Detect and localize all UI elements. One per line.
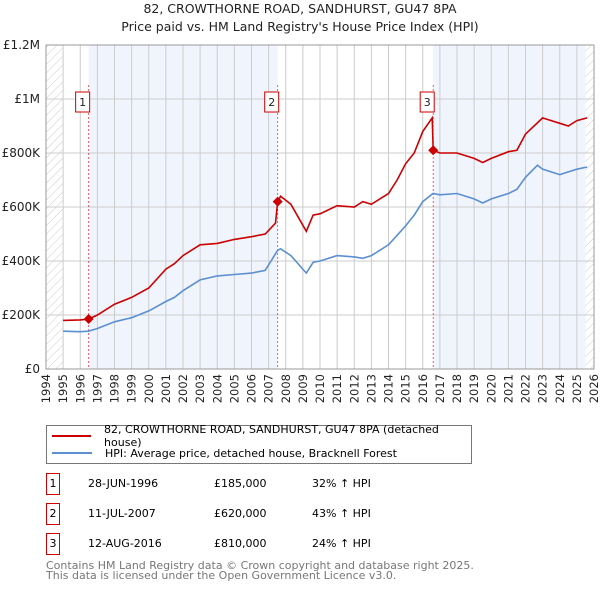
footer-copyright: Contains HM Land Registry data © Crown c… [46,559,474,572]
chart-subtitle: Price paid vs. HM Land Registry's House … [121,19,479,34]
x-tick-label: 2008 [279,374,293,403]
x-tick-label: 2018 [450,374,464,403]
x-tick-label: 2015 [399,374,413,403]
x-tick-label: 2012 [347,374,361,403]
x-tick-label: 2004 [210,374,224,403]
sale-price: £620,000 [214,507,267,520]
series-line [63,164,588,333]
sale-hpi-diff: 32% ↑ HPI [312,477,371,490]
sale-number-box [75,91,91,113]
sale-number-badge: 1 [46,473,60,495]
sale-price: £185,000 [214,477,267,490]
legend-item-property: 82, CROWTHORNE ROAD, SANDHURST, GU47 8PA… [47,423,471,449]
chart-title: 82, CROWTHORNE ROAD, SANDHURST, GU47 8PA [143,1,457,16]
x-tick-label: 1994 [39,374,53,403]
y-tick-label: £800K [2,146,42,160]
x-tick-label: 2024 [553,374,567,403]
red-line-swatch [52,435,92,437]
sale-hpi-diff: 43% ↑ HPI [312,507,371,520]
sale-number: 2 [268,96,275,109]
x-tick-label: 2001 [159,374,173,403]
blue-line-swatch [52,452,92,454]
chart-legend: 82, CROWTHORNE ROAD, SANDHURST, GU47 8PA… [46,423,472,464]
series-line [63,115,588,322]
x-tick-label: 2022 [519,374,533,403]
sale-point [272,196,283,207]
legend-label: 82, CROWTHORNE ROAD, SANDHURST, GU47 8PA… [104,423,439,449]
y-tick-label: £0 [25,362,40,376]
x-tick-label: 1997 [90,374,104,403]
x-tick-label: 2021 [501,374,515,403]
footer-licence: This data is licensed under the Open Gov… [46,569,397,582]
x-tick-label: 2010 [313,374,327,403]
x-tick-label: 2014 [382,374,396,403]
x-tick-label: 2016 [416,374,430,403]
legend-item-hpi: HPI: Average price, detached house, Brac… [47,444,397,462]
plot-frame [45,44,595,370]
sale-row: 2 11-JUL-2007 £620,000 43% ↑ HPI [46,503,466,525]
x-tick-label: 2026 [587,374,600,403]
sale-date: 11-JUL-2007 [88,507,156,520]
x-tick-label: 2025 [570,374,584,403]
x-tick-label: 2002 [176,374,190,403]
x-tick-label: 2009 [296,374,310,403]
x-tick-label: 2005 [227,374,241,403]
x-tick-label: 2019 [467,374,481,403]
x-tick-label: 2006 [245,374,259,403]
x-tick-label: 2003 [193,374,207,403]
sale-date: 28-JUN-1996 [88,477,159,490]
legend-label: HPI: Average price, detached house, Brac… [105,446,397,460]
x-tick-label: 1998 [108,374,122,403]
sale-date: 12-AUG-2016 [88,537,162,550]
sale-point [428,145,439,156]
y-tick-label: £600K [2,200,42,214]
x-tick-label: 1996 [73,374,87,403]
y-tick-label: £1M [14,92,40,106]
x-tick-label: 2020 [484,374,498,403]
sale-row: 3 12-AUG-2016 £810,000 24% ↑ HPI [46,533,466,555]
sale-row: 1 28-JUN-1996 £185,000 32% ↑ HPI [46,473,466,495]
x-tick-label: 2013 [364,374,378,403]
sale-price: £810,000 [214,537,267,550]
sale-number: 1 [79,96,86,109]
y-tick-label: £400K [2,254,42,268]
x-tick-label: 2023 [536,374,550,403]
sale-number-box [419,91,435,113]
sale-number-badge: 2 [46,503,60,525]
x-tick-label: 2007 [262,374,276,403]
sale-point [83,314,94,325]
sale-number: 3 [424,96,431,109]
x-tick-label: 1999 [125,374,139,403]
y-tick-label: £1.2M [3,38,40,52]
y-tick-label: £200K [2,308,42,322]
sale-hpi-diff: 24% ↑ HPI [312,537,371,550]
sale-number-box [264,91,280,113]
x-tick-label: 2017 [433,374,447,403]
sale-number-badge: 3 [46,533,60,555]
x-tick-label: 2011 [330,374,344,403]
x-tick-label: 2000 [142,374,156,403]
x-tick-label: 1995 [56,374,70,403]
